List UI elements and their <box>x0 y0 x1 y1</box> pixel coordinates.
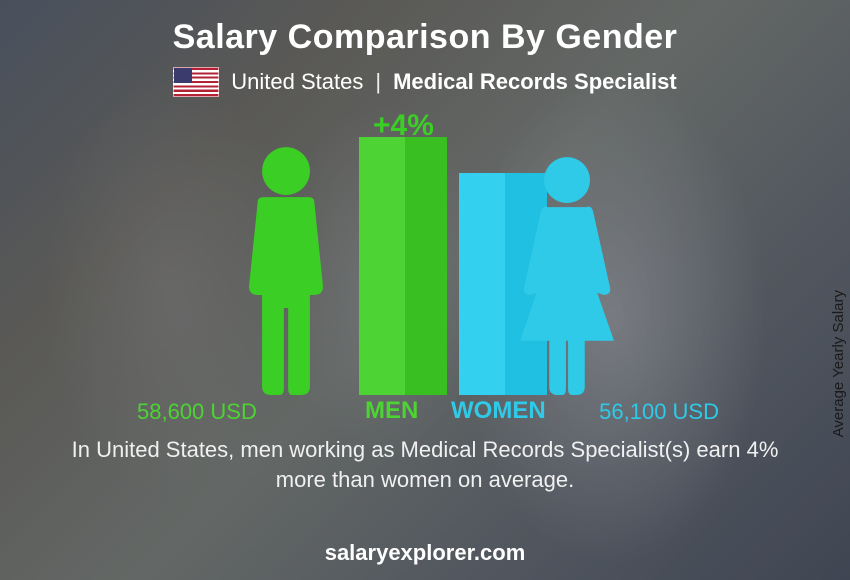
infographic-content: Salary Comparison By Gender United State… <box>0 0 850 580</box>
description-text: In United States, men working as Medical… <box>0 435 850 494</box>
page-title: Salary Comparison By Gender <box>0 0 850 57</box>
woman-icon <box>507 155 627 395</box>
site-credit: salaryexplorer.com <box>0 540 850 566</box>
comparison-chart: +4% 58,600 USD MEN WOMEN 56,100 USD <box>105 115 745 425</box>
man-icon <box>231 145 341 395</box>
y-axis-label: Average Yearly Salary <box>830 290 847 437</box>
men-salary: 58,600 USD <box>137 399 257 425</box>
job-title: Medical Records Specialist <box>393 69 677 95</box>
men-bar <box>359 137 447 395</box>
us-flag-icon <box>173 67 219 97</box>
subtitle-row: United States | Medical Records Speciali… <box>0 67 850 97</box>
men-label: MEN <box>365 397 418 425</box>
women-salary: 56,100 USD <box>599 399 719 425</box>
women-label: WOMEN <box>451 397 546 425</box>
separator: | <box>375 69 381 95</box>
country-label: United States <box>231 69 363 95</box>
